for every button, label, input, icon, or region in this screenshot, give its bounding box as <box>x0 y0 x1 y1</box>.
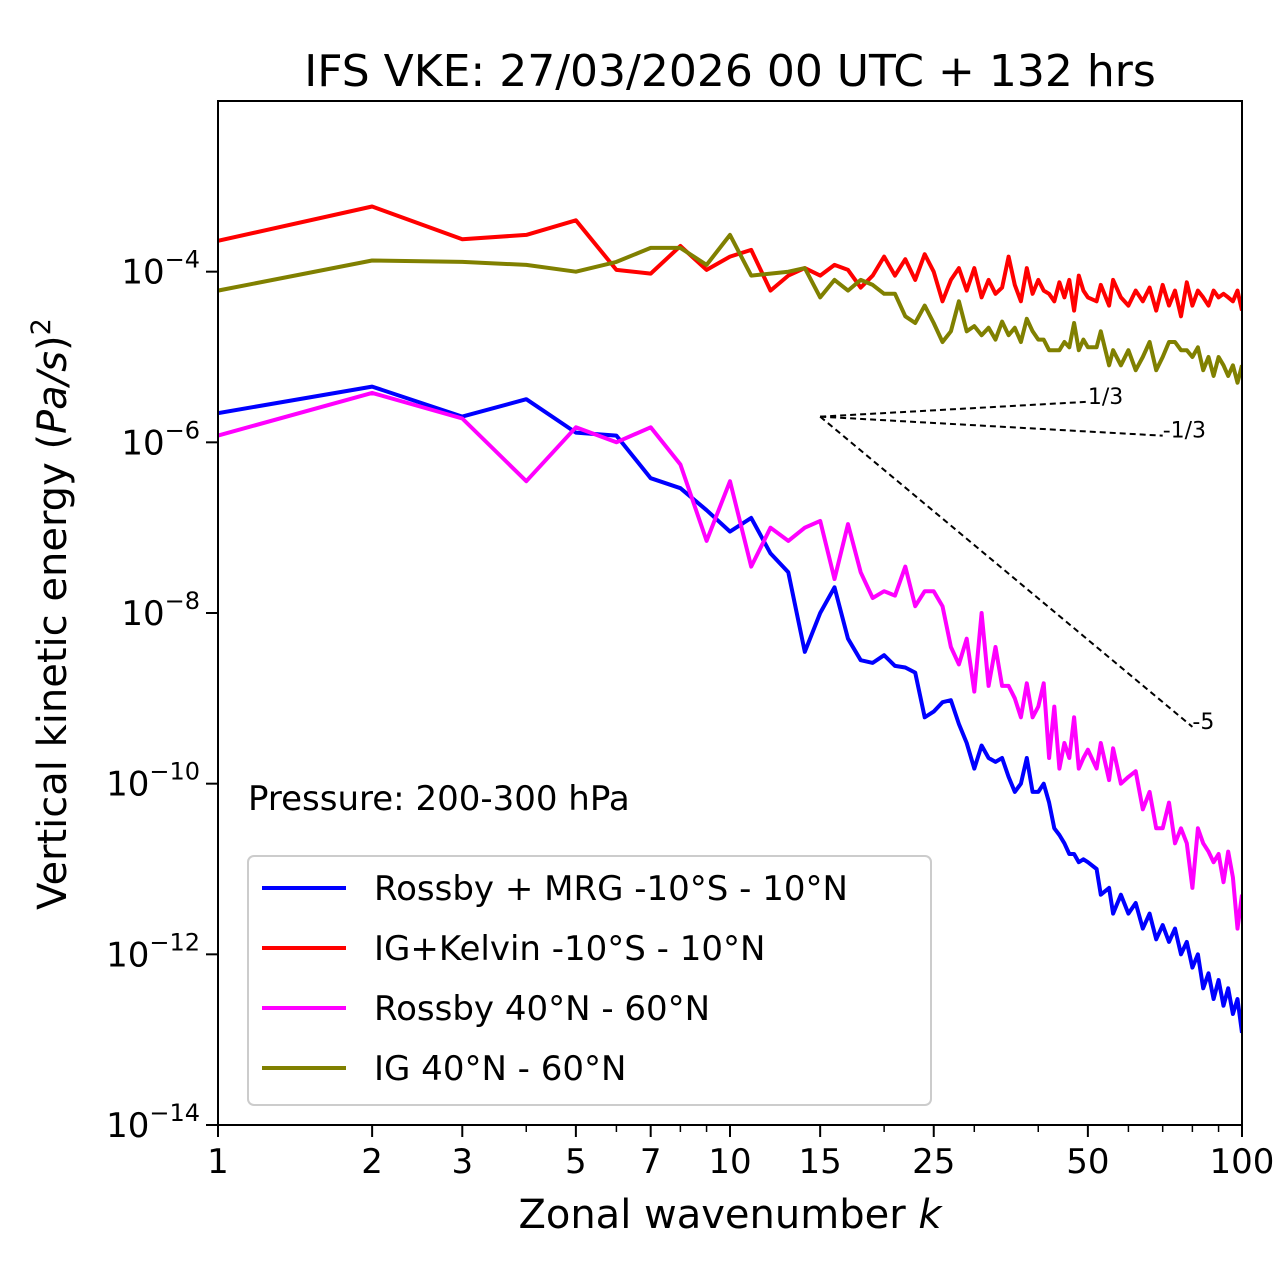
legend-label: IG 40°N - 60°N <box>374 1049 626 1089</box>
x-tick-label: 7 <box>640 1142 662 1182</box>
legend-label: Rossby 40°N - 60°N <box>374 989 710 1029</box>
x-tick-label: 2 <box>361 1142 383 1182</box>
reference-slope-lines <box>819 400 1194 728</box>
y-axis-label-exponent: 2 <box>26 318 57 335</box>
y-tick-label: 10−12 <box>106 928 200 975</box>
legend: Rossby + MRG -10°S - 10°N IG+Kelvin -10°S… <box>247 855 932 1106</box>
y-axis-ticks: 10−4 10−6 10−8 10−10 10−12 10−14 <box>106 246 218 1146</box>
plot-frame <box>217 100 1243 1126</box>
x-tick-label: 100 <box>1210 1142 1275 1182</box>
legend-label: IG+Kelvin -10°S - 10°N <box>374 929 765 969</box>
y-tick-label: 10−6 <box>121 416 200 463</box>
y-tick-label: 10−8 <box>121 587 200 634</box>
y-axis-label: Vertical kinetic energy (Pa/s)2 <box>26 318 76 910</box>
y-axis-label-suffix: ) <box>30 335 76 351</box>
x-tick-label: 50 <box>1066 1142 1109 1182</box>
y-tick-label: 10−10 <box>106 758 200 805</box>
x-tick-label: 25 <box>912 1142 955 1182</box>
slope-label: -5 <box>1192 710 1214 735</box>
reference-slope-labels: 1/3 -1/3 -5 <box>1088 385 1214 735</box>
slope-line <box>819 415 1194 728</box>
x-axis-label: Zonal wavenumber k <box>518 1192 943 1238</box>
x-tick-label: 5 <box>565 1142 587 1182</box>
x-axis-ticks: 1 2 3 5 7 10 15 25 50 100 <box>207 1125 1274 1182</box>
x-tick-label: 3 <box>451 1142 473 1182</box>
x-tick-label: 10 <box>708 1142 751 1182</box>
x-tick-label: 1 <box>207 1142 229 1182</box>
slope-line <box>820 400 1088 418</box>
x-minor-ticks <box>525 1125 1220 1132</box>
x-axis-label-text: Zonal wavenumber <box>518 1192 918 1238</box>
series-line <box>218 390 1242 931</box>
series-line <box>218 384 1242 1034</box>
slope-line <box>820 415 1163 437</box>
legend-box <box>247 855 932 1106</box>
pressure-annotation: Pressure: 200-300 hPa <box>248 779 630 819</box>
x-tick-label: 15 <box>799 1142 842 1182</box>
y-tick-label: 10−14 <box>106 1099 200 1146</box>
slope-label: 1/3 <box>1088 385 1123 410</box>
y-axis-label-text: Vertical kinetic energy ( <box>30 434 76 910</box>
y-axis-label-var: Pa/s <box>30 351 76 434</box>
series-line <box>218 232 1242 385</box>
slope-label: -1/3 <box>1163 419 1206 444</box>
data-series <box>218 204 1242 1034</box>
legend-label: Rossby + MRG -10°S - 10°N <box>374 869 848 909</box>
x-axis-label-var: k <box>918 1192 943 1238</box>
y-tick-label: 10−4 <box>121 246 200 293</box>
chart-title: IFS VKE: 27/03/2026 00 UTC + 132 hrs <box>304 46 1156 97</box>
